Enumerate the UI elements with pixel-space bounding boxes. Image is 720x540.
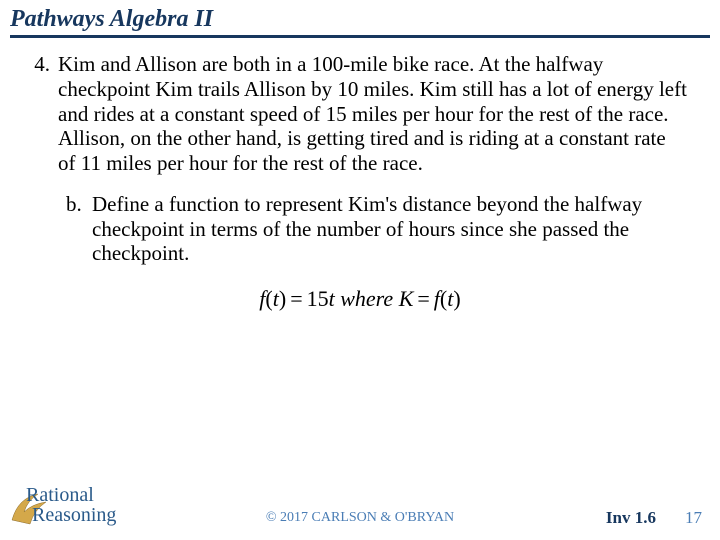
formula-where: where xyxy=(335,286,399,311)
footer: Rational Reasoning © 2017 CARLSON & O'BR… xyxy=(0,480,720,540)
logo: Rational Reasoning xyxy=(10,484,130,532)
header: Pathways Algebra II xyxy=(0,0,720,38)
formula-eq2: = xyxy=(413,286,433,311)
subproblem-block: b. Define a function to represent Kim's … xyxy=(32,192,688,266)
content-area: 4. Kim and Allison are both in a 100-mil… xyxy=(0,38,720,312)
formula-eq1: = xyxy=(286,286,306,311)
problem-block: 4. Kim and Allison are both in a 100-mil… xyxy=(32,52,688,176)
paren-close2: ) xyxy=(453,286,460,311)
subproblem-letter: b. xyxy=(66,192,92,266)
formula-K: K xyxy=(399,286,414,311)
paren-open: ( xyxy=(265,286,272,311)
page-number: 17 xyxy=(685,508,702,528)
page-title: Pathways Algebra II xyxy=(10,6,710,38)
inv-label: Inv 1.6 xyxy=(606,508,656,528)
logo-text-line2: Reasoning xyxy=(32,504,116,527)
problem-number: 4. xyxy=(32,52,58,176)
subproblem-text: Define a function to represent Kim's dis… xyxy=(92,192,688,266)
problem-text: Kim and Allison are both in a 100-mile b… xyxy=(58,52,688,176)
formula: f(t)=15t where K=f(t) xyxy=(32,286,688,312)
copyright-text: © 2017 CARLSON & O'BRYAN xyxy=(266,510,454,526)
formula-coeff: 15 xyxy=(307,286,329,311)
